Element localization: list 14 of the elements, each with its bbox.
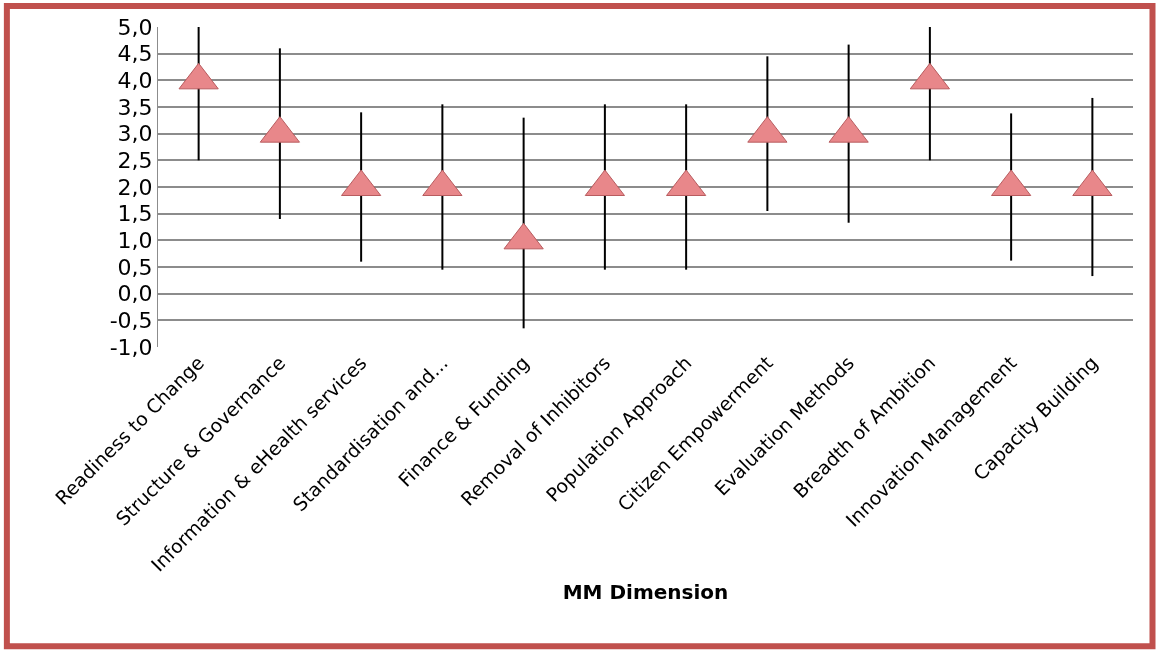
y-tick-label: 0,5 bbox=[117, 254, 153, 280]
y-tick-label: 2,5 bbox=[117, 148, 153, 174]
y-tick-label: 4,5 bbox=[117, 41, 153, 67]
y-tick-label: 4,0 bbox=[117, 68, 153, 94]
y-tick-label: 1,0 bbox=[117, 228, 153, 254]
y-tick-label: 3,0 bbox=[117, 121, 153, 147]
x-axis-title: MM Dimension bbox=[562, 580, 729, 605]
y-tick-label: 0,0 bbox=[117, 281, 153, 307]
y-tick-label: -0,5 bbox=[109, 308, 153, 334]
y-tick-label: 5,0 bbox=[117, 14, 153, 40]
y-tick-label: 3,5 bbox=[117, 94, 153, 120]
y-tick-label: -1,0 bbox=[109, 334, 153, 360]
y-tick-label: 2,0 bbox=[117, 174, 153, 200]
y-tick-label: 1,5 bbox=[117, 201, 153, 227]
